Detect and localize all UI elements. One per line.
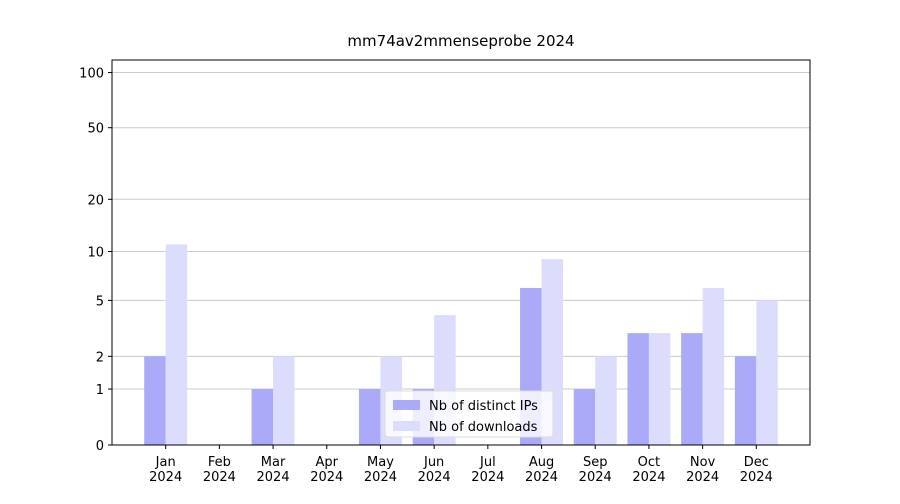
x-tick-label: Jun 2024 [418,455,451,485]
chart-title: mm74av2mmenseprobe 2024 [347,32,574,50]
y-tick-label: 100 [79,67,104,82]
bar [273,356,295,445]
bar [702,287,725,445]
bar [681,333,703,445]
x-tick-label: Nov 2024 [686,455,719,485]
x-tick-label: May 2024 [364,455,397,485]
bar [573,389,596,445]
legend-label: Nb of distinct IPs [429,399,538,414]
x-tick-label: Sep 2024 [579,455,612,485]
legend-swatch [393,400,420,410]
bar [595,356,617,445]
legend-box [384,390,554,438]
x-tick-label: Aug 2024 [525,455,558,485]
bar [756,300,778,445]
bar [734,356,757,445]
x-tick-label: Oct 2024 [632,455,665,485]
y-tick-label: 2 [96,350,104,365]
x-tick-label: Mar 2024 [257,455,290,485]
x-tick-label: Jan 2024 [149,455,182,485]
legend-swatch [393,421,420,431]
x-tick-label: Feb 2024 [203,455,236,485]
y-tick-label: 10 [87,245,104,260]
y-tick-label: 20 [87,193,104,208]
bar [627,333,649,445]
y-tick-label: 5 [96,294,104,309]
x-tick-label: Jul 2024 [471,455,504,485]
y-tick-label: 1 [96,383,104,398]
bar [251,389,274,445]
bar [144,356,166,445]
bar [165,244,188,445]
plot-frame [111,59,811,446]
y-tick-label: 0 [96,439,104,454]
bar [648,333,671,445]
x-tick-label: Apr 2024 [310,455,343,485]
x-tick-label: Dec 2024 [740,455,773,485]
legend-label: Nb of downloads [429,420,538,435]
bar [358,389,381,445]
y-tick-label: 50 [87,122,104,137]
